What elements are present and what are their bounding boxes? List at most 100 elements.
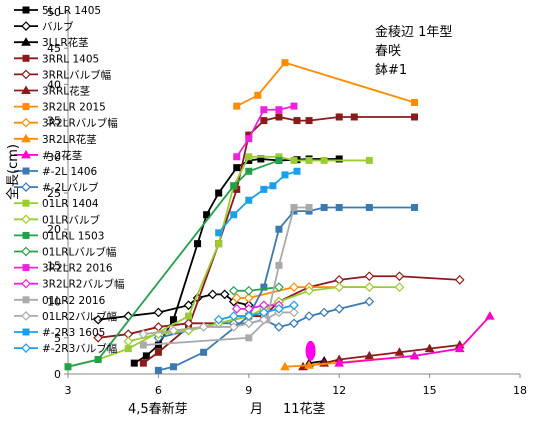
data-point — [290, 203, 298, 211]
legend-label: #-2R3 1605 — [42, 327, 105, 339]
data-point — [254, 91, 262, 99]
data-point — [305, 203, 313, 211]
data-point — [304, 360, 314, 369]
legend-swatch-marker — [22, 167, 30, 175]
data-point — [260, 106, 268, 114]
legend: 5L LR 1405 バルブ 3LLR花茎 3RRL 1405 3RRLバルブ幅 3RRL… — [14, 5, 124, 355]
data-point — [93, 314, 103, 325]
legend-swatch-marker — [21, 117, 31, 128]
legend-label: 01LR2バルブ幅 — [42, 310, 117, 323]
legend-label: 01LRL 1503 — [42, 230, 104, 242]
legend-entry-6: 3R2LR 2015 — [14, 102, 106, 114]
series-5 — [298, 340, 465, 371]
data-point — [275, 106, 283, 114]
legend-entry-13: 01LRバルブ — [14, 213, 101, 226]
data-point — [280, 361, 290, 371]
series-line — [236, 304, 279, 310]
data-point — [259, 314, 269, 325]
legend-swatch-marker — [22, 328, 30, 336]
data-point — [245, 135, 253, 143]
legend-swatch-marker — [21, 343, 31, 353]
series-14 — [64, 156, 283, 371]
legend-swatch-marker — [22, 264, 30, 272]
series-10 — [154, 203, 419, 374]
data-point — [334, 282, 345, 292]
data-point — [169, 363, 177, 371]
y-tick-label: 15 — [47, 259, 61, 272]
data-point — [228, 311, 239, 321]
legend-swatch-marker — [21, 214, 31, 225]
data-point — [245, 153, 253, 161]
data-point — [409, 350, 420, 360]
y-tick-label: 45 — [47, 42, 61, 55]
title-line-2: 春咲 — [375, 43, 401, 59]
legend-entry-16: 3R2LR2 2016 — [14, 263, 113, 275]
data-point — [304, 285, 314, 296]
legend-label: 01LRバルブ — [42, 213, 101, 226]
legend-swatch-marker — [21, 246, 31, 257]
data-point — [230, 211, 238, 219]
legend-label: 3R2LRバルブ幅 — [42, 117, 118, 130]
data-point — [269, 182, 277, 190]
y-tick-label: 30 — [47, 151, 61, 164]
data-point — [281, 59, 289, 67]
data-point — [243, 285, 254, 296]
data-point — [485, 311, 495, 320]
data-point — [335, 113, 343, 121]
legend-entry-12: 01LR 1404 — [14, 198, 99, 210]
y-tick-label: 5 — [54, 332, 61, 345]
data-point — [289, 318, 299, 329]
data-point — [215, 240, 223, 248]
data-point — [274, 322, 284, 332]
data-point — [275, 261, 283, 269]
data-point — [215, 189, 223, 197]
x-tick-label: 15 — [423, 384, 437, 397]
data-point — [334, 358, 345, 367]
legend-label: 5L LR 1405 — [42, 5, 101, 17]
legend-swatch-marker — [22, 54, 30, 62]
legend-label: 01LRLバルブ幅 — [42, 246, 116, 259]
y-tick-label: 40 — [47, 78, 61, 91]
legend-label: 3R2LR花茎 — [42, 133, 97, 146]
data-point — [335, 203, 343, 211]
legend-label: 3R2LR 2015 — [42, 102, 106, 114]
data-point — [364, 271, 375, 282]
data-point — [124, 345, 132, 353]
data-point — [260, 185, 268, 193]
data-point — [290, 102, 298, 110]
data-point — [364, 296, 375, 307]
legend-swatch-marker — [21, 133, 31, 143]
data-point — [335, 155, 343, 163]
data-point — [183, 300, 194, 311]
data-point — [394, 282, 405, 292]
legend-entry-0: 5L LR 1405 — [14, 5, 101, 17]
series-line — [339, 315, 491, 365]
data-point — [93, 332, 103, 343]
data-point — [364, 350, 375, 360]
legend-entry-21: #-2R3バルブ幅 — [14, 342, 117, 355]
data-point — [94, 356, 102, 364]
series-line — [98, 293, 250, 321]
y-tick-label: 20 — [47, 223, 61, 236]
data-point — [138, 329, 149, 340]
data-point — [289, 300, 299, 311]
legend-label: 3LLR花茎 — [42, 36, 89, 49]
x-tick-label: 6 — [155, 384, 162, 397]
series-15 — [228, 282, 284, 296]
y-tick-label: 25 — [47, 187, 61, 200]
data-point — [207, 289, 218, 300]
data-point — [243, 318, 254, 329]
legend-swatch-marker — [22, 6, 30, 14]
legend-entry-14: 01LRL 1503 — [14, 230, 104, 242]
legend-label: バルブ — [42, 20, 74, 33]
data-point — [274, 303, 284, 314]
data-point — [231, 293, 242, 303]
data-point — [290, 156, 298, 164]
data-point — [228, 322, 239, 332]
data-point — [320, 203, 328, 211]
series-line — [143, 206, 310, 346]
data-point — [215, 229, 223, 237]
legend-entry-19: 01LR2バルブ幅 — [14, 310, 117, 323]
y-tick-label: 10 — [47, 296, 61, 309]
